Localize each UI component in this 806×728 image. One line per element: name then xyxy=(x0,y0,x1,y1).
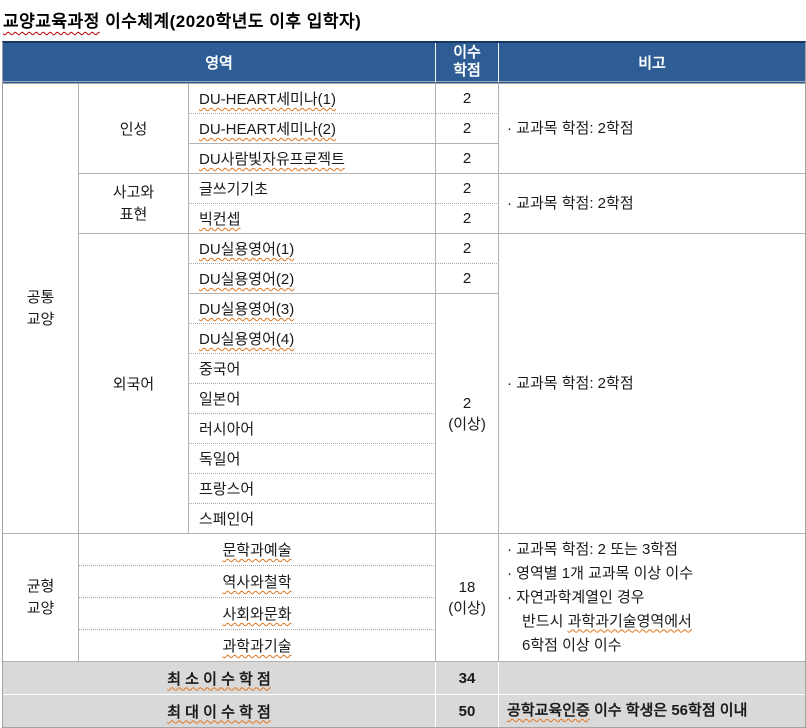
credit-cell: 2 xyxy=(436,174,500,204)
summary-label-cell: 최 소 이 수 학 점 xyxy=(3,662,437,695)
course-cell: 글쓰기기초 xyxy=(189,174,437,204)
course-cell: 빅컨셉 xyxy=(189,204,437,234)
remark-cell: · 교과목 학점: 2학점 xyxy=(499,234,806,534)
header-credits: 이수 학점 xyxy=(436,43,500,84)
table-row: 빅컨셉 2 xyxy=(3,204,805,234)
course-cell: DU실용영어(1) xyxy=(189,234,437,264)
table-row: 독일어 xyxy=(3,444,805,474)
header-area: 영역 xyxy=(3,43,437,84)
summary-label-cell: 최 대 이 수 학 점 xyxy=(3,695,437,727)
area-cell: 문학과예술 xyxy=(79,534,437,566)
table-header-row: 영역 이수 학점 비고 xyxy=(3,43,806,84)
credit-cell-merged: 2 (이상) xyxy=(436,294,500,534)
credit-cell: 2 xyxy=(436,84,500,114)
summary-row-min: 최 소 이 수 학 점 34 xyxy=(3,662,806,695)
course-cell: 독일어 xyxy=(189,444,437,474)
table-row: DU실용영어(2) 2 xyxy=(3,264,805,294)
area-cell: 과학과기술 xyxy=(79,630,437,662)
area-cell: 사회와문화 xyxy=(79,598,437,630)
table-row: DU-HEART세미나(2) 2 xyxy=(3,114,805,144)
summary-row-max: 최 대 이 수 학 점 50 공학교육인증 이수 학생은 56학점 이내 xyxy=(3,695,806,727)
subgroup-cell-thinking: 사고와 표현 xyxy=(79,174,189,234)
group-cell-common: 공통 교양 xyxy=(3,84,79,534)
table-row: 스페인어 xyxy=(3,504,805,534)
summary-credit-cell: 34 xyxy=(436,662,500,695)
table-row: 균형 교양 문학과예술 18 (이상) · 교과목 학점: 2 또는 3학점 ·… xyxy=(3,534,806,662)
table-row: 사회와문화 xyxy=(3,598,805,630)
remark-cell: · 교과목 학점: 2학점 xyxy=(499,174,806,234)
remark-cell: · 교과목 학점: 2학점 xyxy=(499,84,806,174)
course-cell: DU-HEART세미나(2) xyxy=(189,114,437,144)
credit-cell: 2 xyxy=(436,204,500,234)
credit-cell: 2 xyxy=(436,234,500,264)
course-cell: DU실용영어(2) xyxy=(189,264,437,294)
table-row: 공통 교양 인성 DU-HEART세미나(1) 2 · 교과목 학점: 2학점 xyxy=(3,84,806,534)
area-cell: 역사와철학 xyxy=(79,566,437,598)
course-cell: 중국어 xyxy=(189,354,437,384)
credit-cell: 2 xyxy=(436,114,500,144)
course-cell: 러시아어 xyxy=(189,414,437,444)
course-cell: DU실용영어(4) xyxy=(189,324,437,354)
summary-credit-cell: 50 xyxy=(436,695,500,727)
credit-cell-merged: 18 (이상) xyxy=(436,534,500,662)
table-row: 사고와 표현 글쓰기기초 2 · 교과목 학점: 2학점 xyxy=(3,174,806,234)
table-row: 프랑스어 xyxy=(3,474,805,504)
course-cell: 프랑스어 xyxy=(189,474,437,504)
summary-remark-cell xyxy=(499,662,806,695)
table-row: 역사와철학 xyxy=(3,566,805,598)
subgroup-cell-character: 인성 xyxy=(79,84,189,174)
table-row: DU사람빛자유프로젝트 2 xyxy=(3,144,805,174)
group-cell-balance: 균형 교양 xyxy=(3,534,79,662)
title-marked-text: 교양교육과정 xyxy=(3,12,100,31)
course-cell: DU실용영어(3) xyxy=(189,294,437,324)
course-cell: 일본어 xyxy=(189,384,437,414)
table-row: 과학과기술 xyxy=(3,630,805,662)
remark-cell: · 교과목 학점: 2 또는 3학점 · 영역별 1개 교과목 이상 이수 · … xyxy=(499,534,806,662)
curriculum-table: 영역 이수 학점 비고 공통 교양 인성 DU-HEART세미나(1) 2 · … xyxy=(2,41,806,728)
course-cell: DU사람빛자유프로젝트 xyxy=(189,144,437,174)
table-row: DU실용영어(3) 2 (이상) xyxy=(3,294,805,534)
table-row: 중국어 xyxy=(3,354,805,384)
title-rest-text: 이수체계(2020학년도 이후 입학자) xyxy=(99,12,362,31)
page-title: 교양교육과정 이수체계(2020학년도 이후 입학자) xyxy=(3,7,804,32)
credit-cell: 2 xyxy=(436,264,500,294)
summary-remark-cell: 공학교육인증 이수 학생은 56학점 이내 xyxy=(499,695,806,727)
course-cell: DU-HEART세미나(1) xyxy=(189,84,437,114)
table-row: 일본어 xyxy=(3,384,805,414)
table-row: DU실용영어(4) xyxy=(3,324,805,354)
table-row: 러시아어 xyxy=(3,414,805,444)
credit-cell: 2 xyxy=(436,144,500,174)
table-row: 외국어 DU실용영어(1) 2 · 교과목 학점: 2학점 xyxy=(3,234,806,534)
subgroup-cell-foreign-language: 외국어 xyxy=(79,234,189,534)
header-remarks: 비고 xyxy=(499,43,806,84)
course-cell: 스페인어 xyxy=(189,504,437,534)
